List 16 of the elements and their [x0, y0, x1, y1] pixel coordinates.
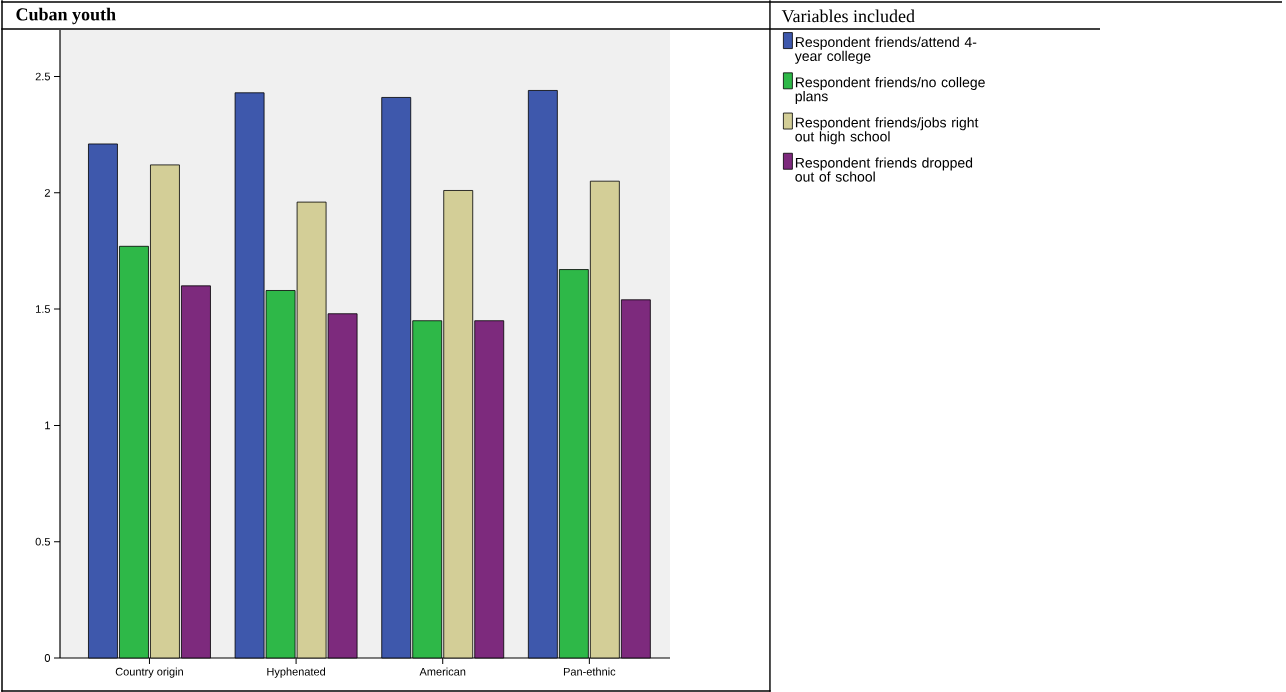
y-tick-label: 1 [45, 421, 50, 430]
legend-label: Respondent friends/no college plans [795, 76, 985, 105]
x-tick-label: Country origin [115, 667, 183, 678]
chart-title: Cuban youth [16, 7, 116, 25]
legend-label: Respondent friends/jobs right out high school [795, 117, 979, 145]
y-tick-label: 2 [44, 188, 50, 197]
legend-label: Respondent friends dropped out of school [795, 157, 973, 182]
x-tick-label: Hyphenated [267, 667, 326, 678]
y-tick-label: 1.5 [36, 305, 50, 313]
legend-title: Variables included [781, 9, 915, 23]
y-tick-label: 0.5 [35, 537, 50, 546]
x-tick-label: Pan-ethnic [563, 667, 616, 676]
legend-label: Respondent friends/attend 4-year college [794, 36, 977, 64]
x-tick-label: American [419, 667, 466, 676]
y-tick-label: 0 [44, 654, 51, 662]
y-tick-label: 2.5 [35, 72, 50, 81]
